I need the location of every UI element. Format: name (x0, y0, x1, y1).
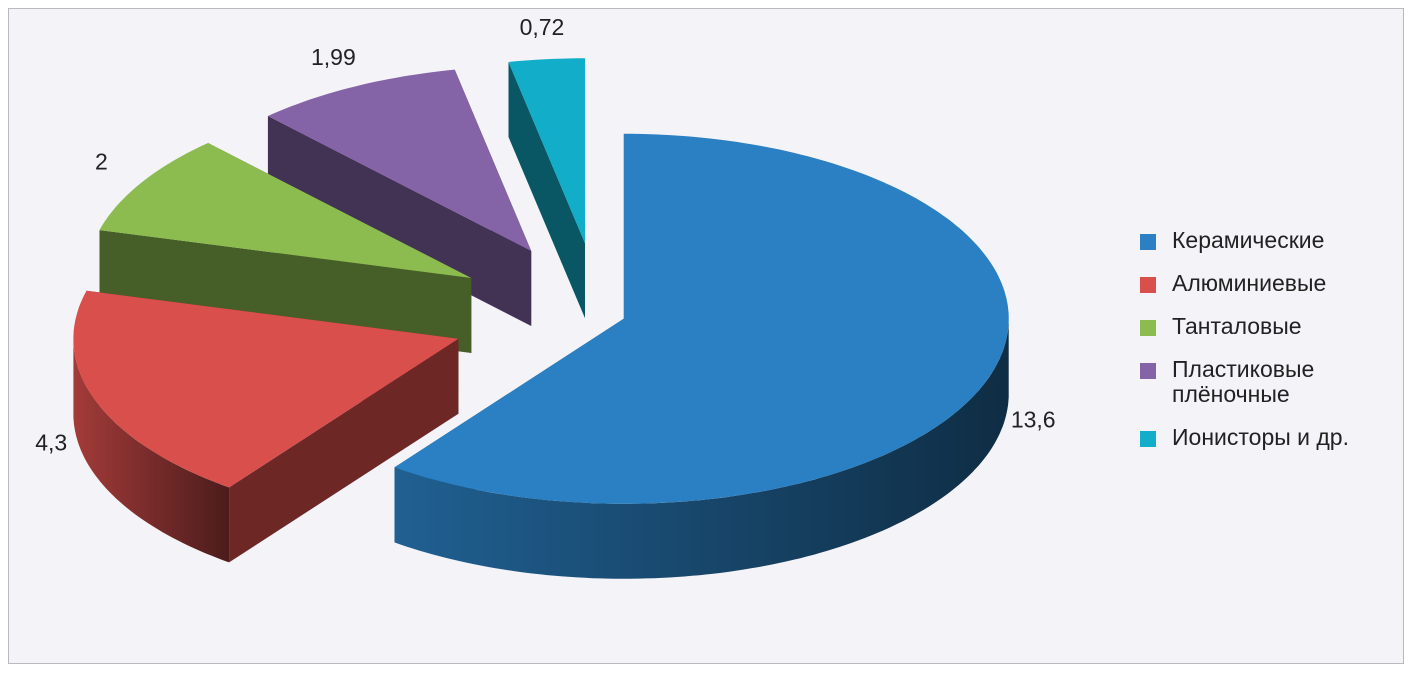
slice-side (73, 338, 230, 563)
slice-wall (508, 62, 585, 319)
legend-label: Алюминиевые (1172, 270, 1327, 296)
data-label: 4,3 (35, 430, 67, 456)
legend: Керамические Алюминиевые Танталовые Пластик… (1140, 228, 1380, 468)
legend-swatch (1140, 363, 1156, 379)
legend-swatch (1140, 277, 1156, 293)
legend-item: Керамические (1140, 228, 1362, 253)
data-label: 0,72 (520, 14, 565, 40)
legend-item: Пластиковые плёночные (1140, 357, 1362, 407)
legend-label: Танталовые (1172, 313, 1302, 339)
pie-slice (99, 143, 472, 278)
pie-slice (508, 58, 585, 244)
data-label: 13,6 (1011, 406, 1056, 432)
legend-label: Пластиковые плёночные (1172, 356, 1315, 407)
legend-label: Ионисторы и др. (1172, 424, 1349, 450)
slice-wall (99, 230, 472, 353)
slice-wall (267, 116, 532, 326)
legend-item: Ионисторы и др. (1140, 425, 1362, 450)
pie-slice (73, 290, 459, 488)
slice-side (394, 318, 1009, 579)
legend-swatch (1140, 320, 1156, 336)
pie-slice (267, 69, 532, 251)
legend-item: Танталовые (1140, 314, 1362, 339)
data-label: 2 (95, 149, 108, 175)
legend-swatch (1140, 431, 1156, 447)
pie-slice (394, 133, 1009, 504)
legend-item: Алюминиевые (1140, 271, 1362, 296)
legend-swatch (1140, 234, 1156, 250)
legend-label: Керамические (1172, 227, 1325, 253)
data-label: 1,99 (311, 44, 356, 70)
